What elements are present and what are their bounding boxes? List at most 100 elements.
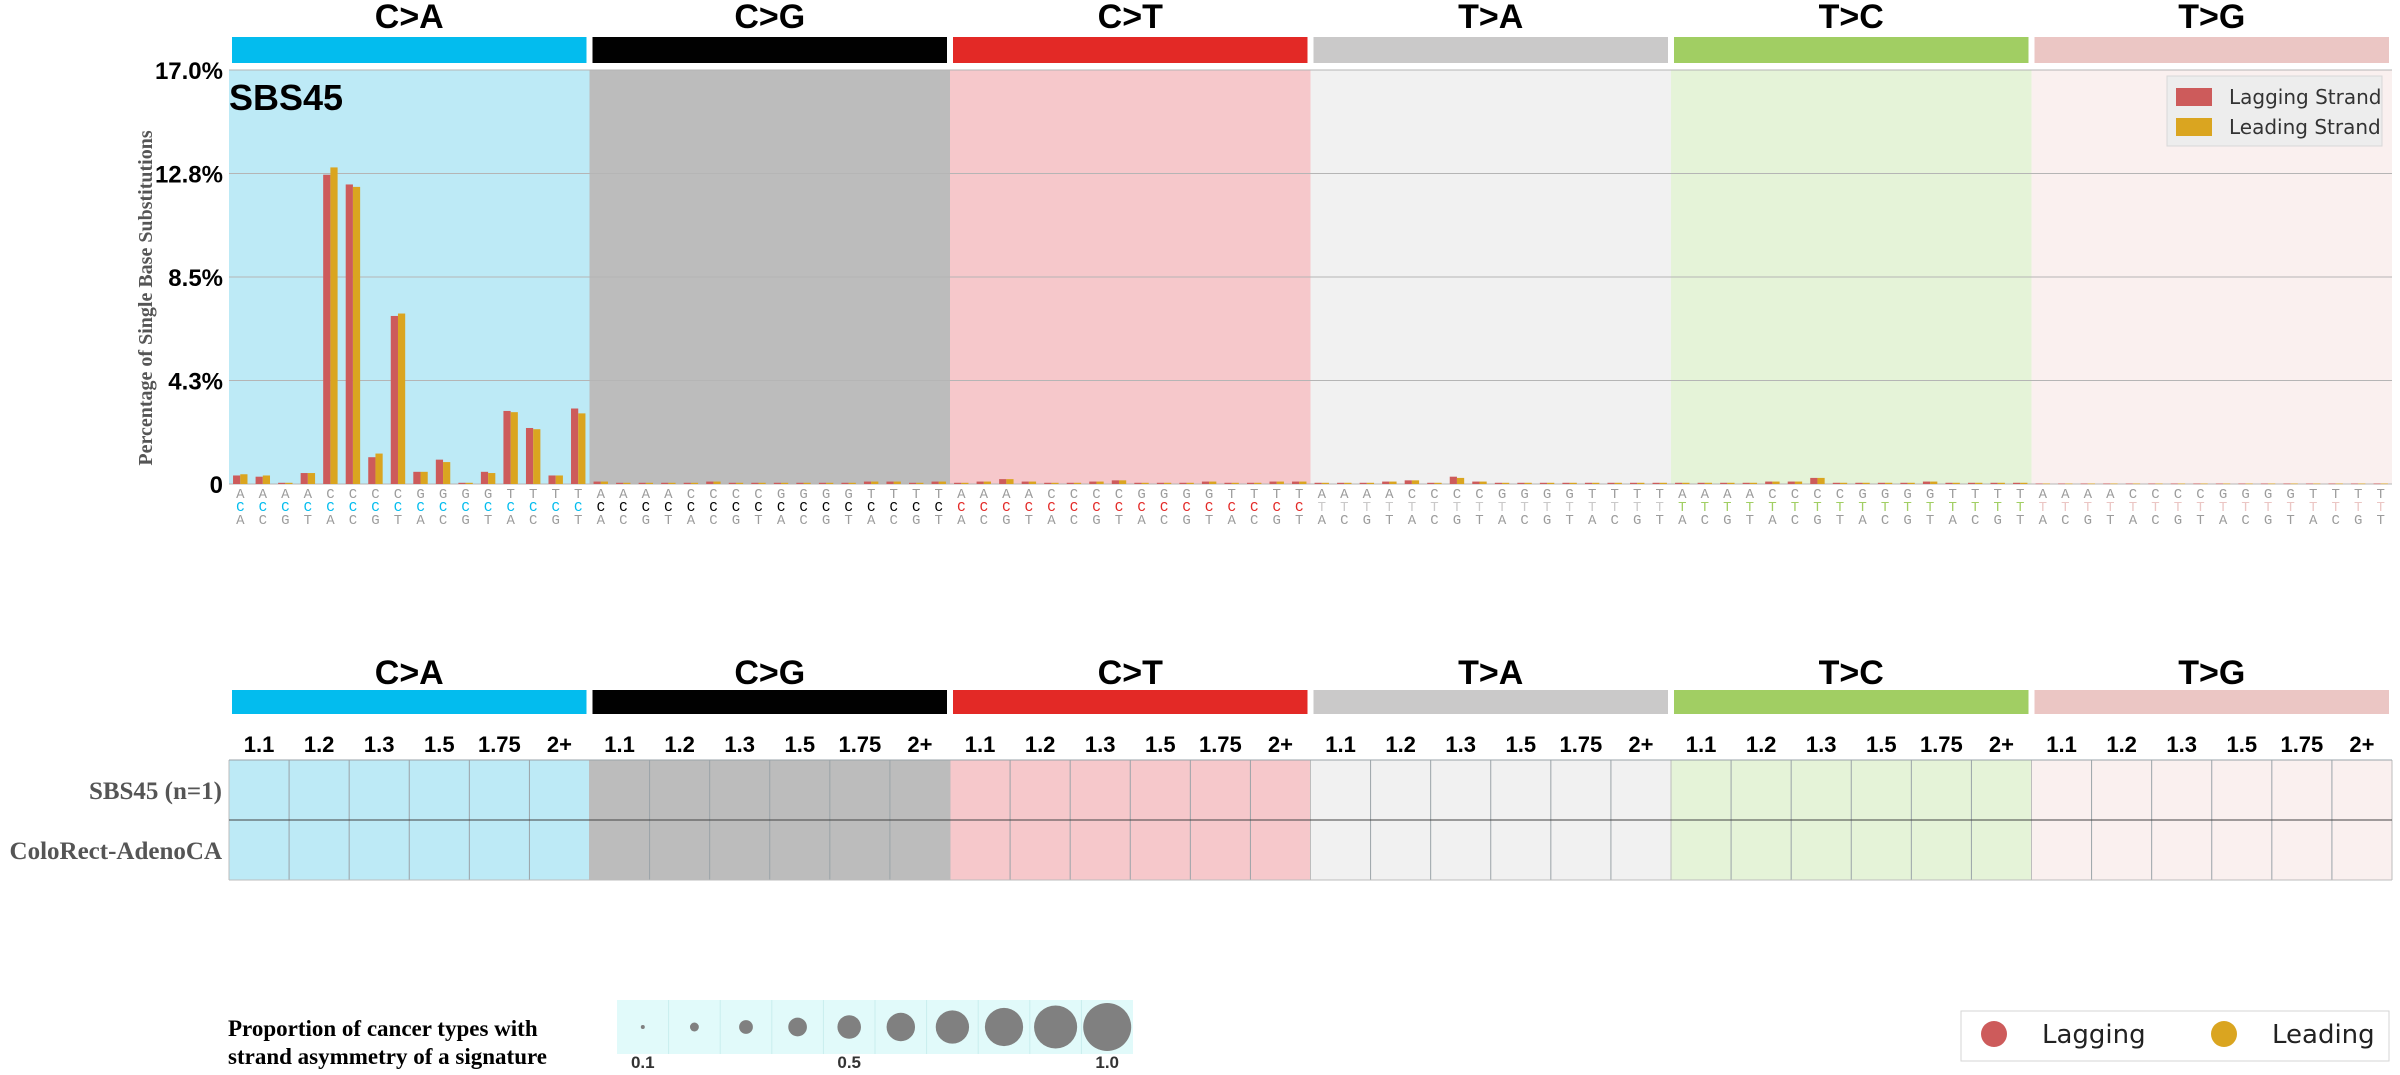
context-label: G [1881, 487, 1889, 503]
type-color-bar [592, 690, 947, 714]
context-label: G [1994, 513, 2002, 529]
lagging-bar [1652, 482, 1660, 484]
context-label: A [1047, 513, 1056, 529]
context-label: T [1971, 487, 1979, 503]
context-label: C [1791, 513, 1799, 529]
lagging-bar [2193, 483, 2201, 485]
lagging-bar [1900, 482, 1908, 484]
context-label: T [1746, 513, 1754, 529]
context-label: G [2174, 513, 2182, 529]
ratio-column-label: 1.1 [244, 732, 275, 757]
context-label: T [1430, 500, 1438, 516]
context-label: A [281, 487, 290, 503]
leading-bar [1456, 477, 1465, 484]
lagging-bar [954, 482, 962, 484]
context-label: C [935, 500, 943, 516]
context-label: C [777, 500, 785, 516]
ratio-column-label: 1.75 [838, 732, 881, 757]
context-label: C [1070, 513, 1078, 529]
context-label: C [259, 513, 267, 529]
context-label: T [867, 487, 875, 503]
context-label: T [574, 487, 582, 503]
context-label: T [394, 513, 402, 529]
context-label: T [1520, 500, 1528, 516]
context-label: C [1137, 500, 1145, 516]
lagging-bar [661, 482, 669, 484]
context-label: T [1588, 500, 1596, 516]
context-label: G [642, 513, 650, 529]
context-label: A [1768, 513, 1777, 529]
ratio-column-label: 2+ [907, 732, 932, 757]
context-label: C [1768, 487, 1776, 503]
y-tick-label: 12.8% [155, 162, 223, 189]
lagging-bar [435, 459, 444, 484]
context-label: C [1092, 500, 1100, 516]
type-color-bar [592, 37, 947, 63]
leading-bar [1907, 482, 1915, 484]
context-label: G [1723, 513, 1731, 529]
leading-bar [1930, 481, 1938, 484]
context-label: T [529, 487, 537, 503]
context-label: T [2331, 487, 2339, 503]
leading-bar [555, 475, 563, 484]
context-label: A [236, 487, 245, 503]
context-label: G [1137, 487, 1145, 503]
context-label: A [687, 513, 696, 529]
leading-bar [488, 473, 496, 484]
size-legend-tick: 1.0 [1095, 1053, 1119, 1072]
ratio-column-label: 1.3 [1445, 732, 1476, 757]
context-label: C [642, 500, 650, 516]
leading-bar [307, 473, 316, 484]
context-label: T [1408, 500, 1416, 516]
leading-bar [735, 482, 744, 484]
leading-bar [2335, 483, 2343, 485]
context-label: C [371, 500, 379, 516]
context-label: C [349, 500, 357, 516]
leading-bar [893, 481, 901, 484]
leading-bar [465, 482, 473, 484]
leading-bar [1164, 482, 1172, 484]
context-label: T [889, 487, 897, 503]
asymmetry-table: C>A 1.1 1.2 1.3 1.5 1.75 2+ C>G 1.1 1.2 1.3 1.5 1.75… [10, 654, 2393, 881]
leading-bar [1366, 482, 1375, 484]
context-label: T [2309, 487, 2317, 503]
lagging-bar [1404, 480, 1412, 484]
lagging-bar [1539, 482, 1548, 484]
context-label: C [687, 500, 695, 516]
context-label: C [867, 500, 875, 516]
ratio-column-label: 1.1 [604, 732, 635, 757]
leading-bar [1862, 482, 1870, 484]
leading-bar [1952, 482, 1960, 484]
context-label: C [1250, 500, 1258, 516]
context-label: C [2174, 487, 2182, 503]
context-label: C [664, 500, 672, 516]
context-label: T [1633, 487, 1641, 503]
lagging-bar [1089, 481, 1097, 484]
leading-bar [1592, 482, 1600, 484]
ratio-column-label: 1.2 [664, 732, 695, 757]
context-label: A [1340, 487, 1349, 503]
context-label: A [1002, 487, 1011, 503]
context-label: T [2061, 500, 2069, 516]
mutation-type-label: C>T [1098, 654, 1163, 692]
context-label: T [1340, 500, 1348, 516]
context-label: C [461, 500, 469, 516]
type-color-bar [232, 37, 587, 63]
legend-label: Leading Strand [2229, 115, 2381, 139]
context-label: G [1858, 487, 1866, 503]
type-color-bar [1313, 690, 1668, 714]
context-label: T [2377, 500, 2385, 516]
context-label: T [1701, 500, 1709, 516]
context-label: G [416, 487, 424, 503]
size-legend-bubble [1083, 1003, 1132, 1051]
lagging-bar [571, 408, 579, 484]
ratio-column-label: 1.3 [1085, 732, 1116, 757]
context-label: A [2084, 487, 2093, 503]
ratio-column-label: 1.1 [965, 732, 996, 757]
leading-bar [1749, 482, 1758, 484]
leading-bar [1411, 480, 1420, 484]
lagging-bar [1765, 481, 1773, 484]
leading-bar [2177, 483, 2186, 485]
context-label: A [2039, 487, 2048, 503]
context-label: C [236, 500, 244, 516]
